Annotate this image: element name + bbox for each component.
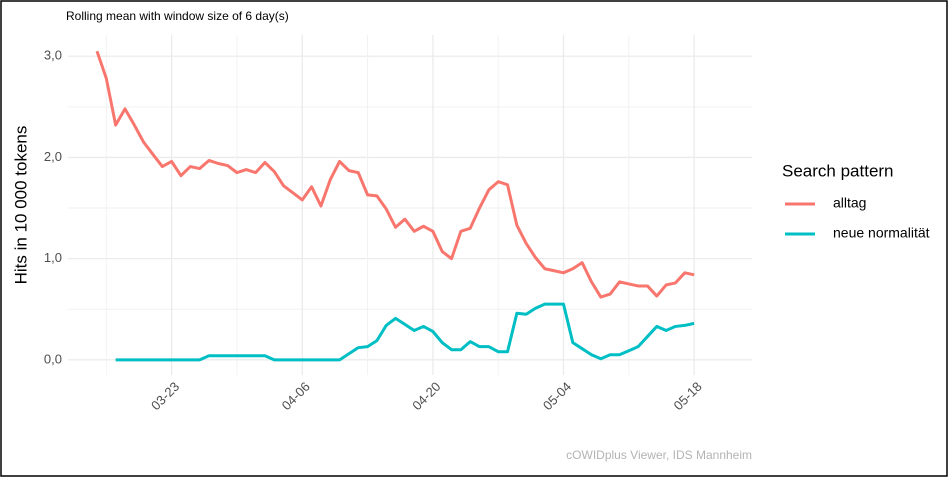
legend-label: alltag [833, 195, 866, 211]
legend-title: Search pattern [782, 161, 894, 180]
y-tick-label: 3,0 [44, 48, 62, 63]
chart-subtitle: Rolling mean with window size of 6 day(s… [66, 9, 289, 23]
grid [68, 35, 752, 375]
y-tick-label: 2,0 [44, 149, 62, 164]
y-axis-label: Hits in 10 000 tokens [11, 126, 30, 285]
plot [95, 50, 695, 362]
series-line [115, 302, 695, 362]
caption: cOWIDplus Viewer, IDS Mannheim [566, 448, 752, 462]
series-line [95, 50, 695, 299]
legend-label: neue normalität [833, 225, 930, 241]
y-tick-label: 0,0 [44, 351, 62, 366]
y-tick-label: 1,0 [44, 250, 62, 265]
